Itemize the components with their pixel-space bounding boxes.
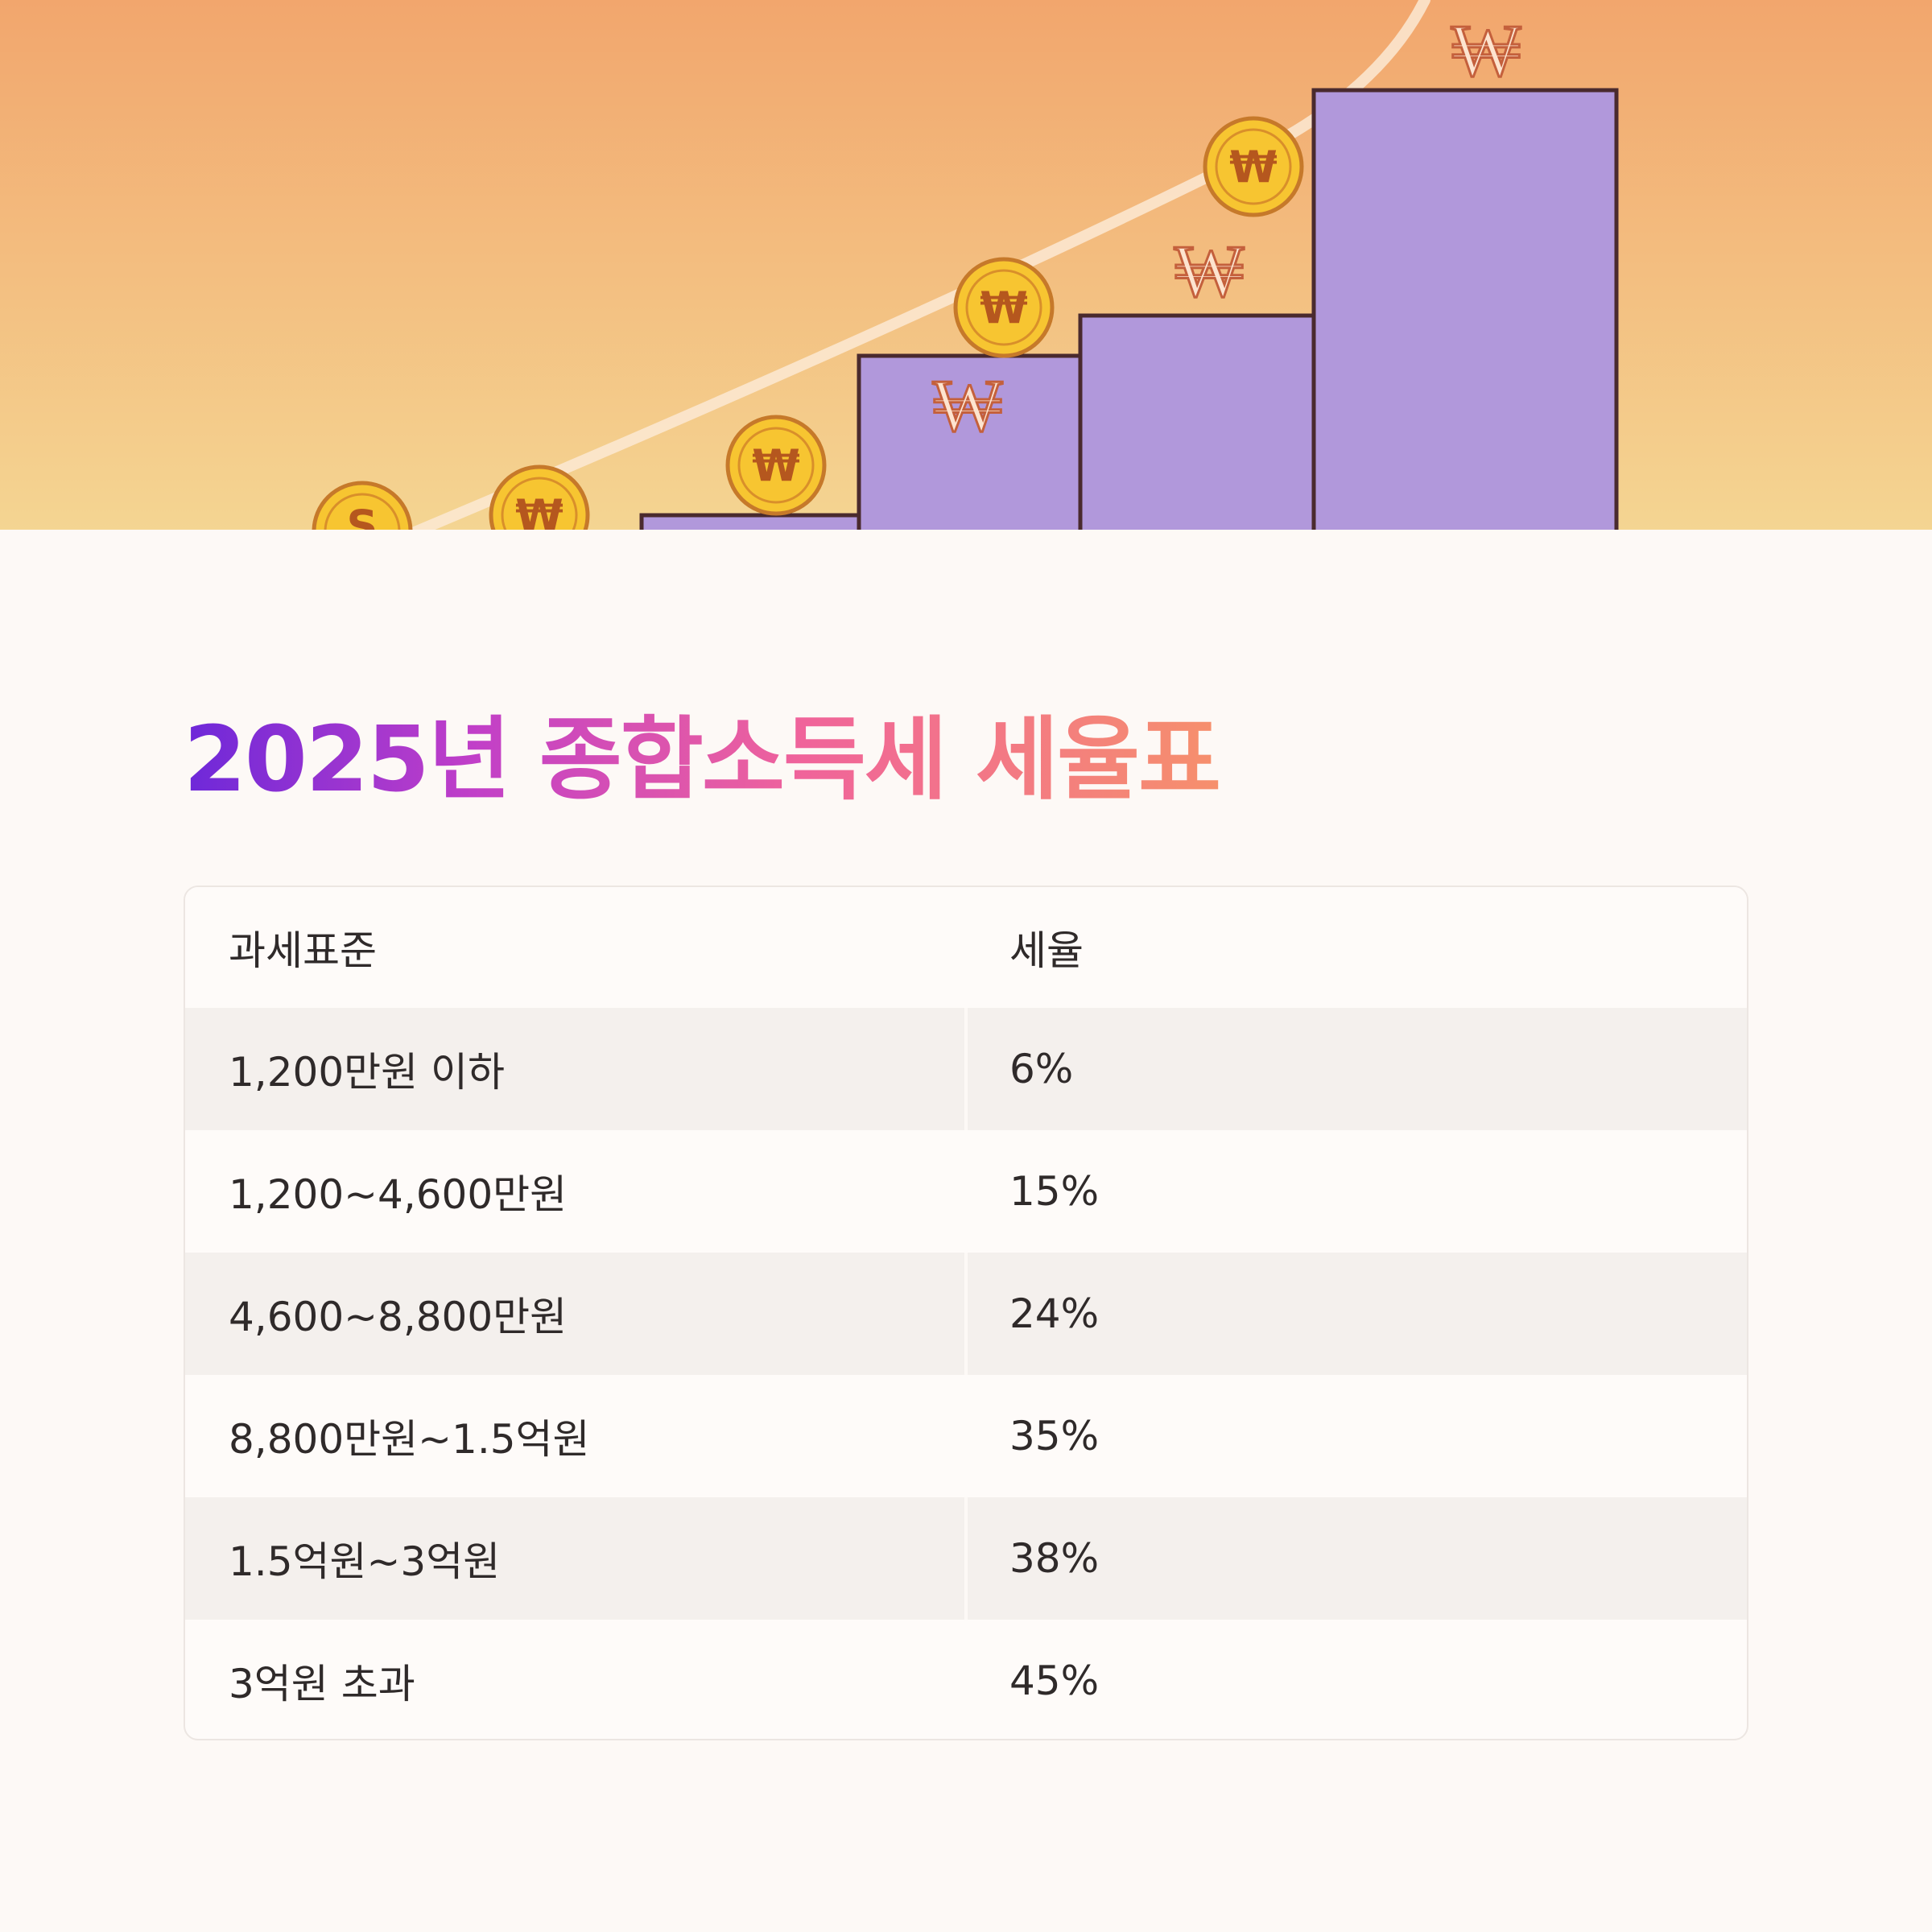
bracket-cell: 3억원 초과 <box>229 1661 415 1707</box>
table-row: 1,200~4,600만원 15% <box>185 1130 1747 1253</box>
step-bars <box>639 88 1619 530</box>
hero-illustration: ₩ ₩ ₩ ₩ S ₩ <box>0 0 1932 530</box>
won-sign-icon: ₩ <box>1451 7 1521 93</box>
rate-cell: 24% <box>1009 1290 1100 1337</box>
rate-cell: 38% <box>1009 1535 1100 1582</box>
coin-symbol: ₩ <box>752 440 800 491</box>
header-tax-rate: 세율 <box>1009 927 1084 974</box>
bracket-cell: 1,200~4,600만원 <box>229 1171 568 1218</box>
table-row: 1.5억원~3억원 38% <box>185 1497 1747 1620</box>
bracket-cell: 1.5억원~3억원 <box>185 1497 968 1620</box>
bracket-cell: 1,200만원 이하 <box>185 1008 968 1130</box>
coin-symbol: ₩ <box>515 490 564 530</box>
growth-arc <box>406 0 1430 530</box>
won-coin-icon: ₩ <box>953 257 1055 358</box>
rate-cell: 15% <box>1009 1168 1100 1215</box>
step-bar-1 <box>639 513 861 530</box>
step-bar-3 <box>1078 313 1316 530</box>
table-row: 4,600~8,800만원 24% <box>185 1253 1747 1375</box>
table-header-row: 과세표준 세율 <box>185 887 1747 1008</box>
table-row: 8,800만원~1.5억원 35% <box>185 1375 1747 1497</box>
coin-symbol: ₩ <box>980 283 1028 333</box>
bracket-cell: 8,800만원~1.5억원 <box>229 1416 590 1463</box>
won-coin-icon: ₩ <box>489 464 590 530</box>
coin-symbol: ₩ <box>1229 142 1278 192</box>
bracket-cell: 4,600~8,800만원 <box>185 1253 968 1375</box>
won-coin-icon: ₩ <box>1203 116 1304 217</box>
won-sign-icon: ₩ <box>1174 228 1245 314</box>
header-tax-base: 과세표준 <box>229 927 377 974</box>
rate-cell: 35% <box>1009 1413 1100 1459</box>
won-coin-icon: ₩ <box>725 415 827 516</box>
table-row: 1,200만원 이하 6% <box>185 1008 1747 1130</box>
table-row: 3억원 초과 45% <box>185 1620 1747 1739</box>
won-sign-icons: ₩ ₩ ₩ <box>931 6 1522 450</box>
hero-illustration-svg: ₩ ₩ ₩ ₩ S ₩ <box>0 0 1932 530</box>
step-bar-2 <box>857 353 1083 530</box>
won-sign-icon: ₩ <box>933 362 1003 448</box>
dollar-symbol: S <box>347 501 378 530</box>
rate-cell: 45% <box>1009 1657 1100 1704</box>
rate-cell: 6% <box>1009 1046 1074 1092</box>
step-bar-4 <box>1311 88 1619 530</box>
tax-rate-table: 과세표준 세율 1,200만원 이하 6% 1,200~4,600만원 15% … <box>184 886 1748 1740</box>
dollar-coin-icon: S <box>312 481 413 530</box>
page-title: 2025년 종합소득세 세율표 <box>184 708 1221 812</box>
